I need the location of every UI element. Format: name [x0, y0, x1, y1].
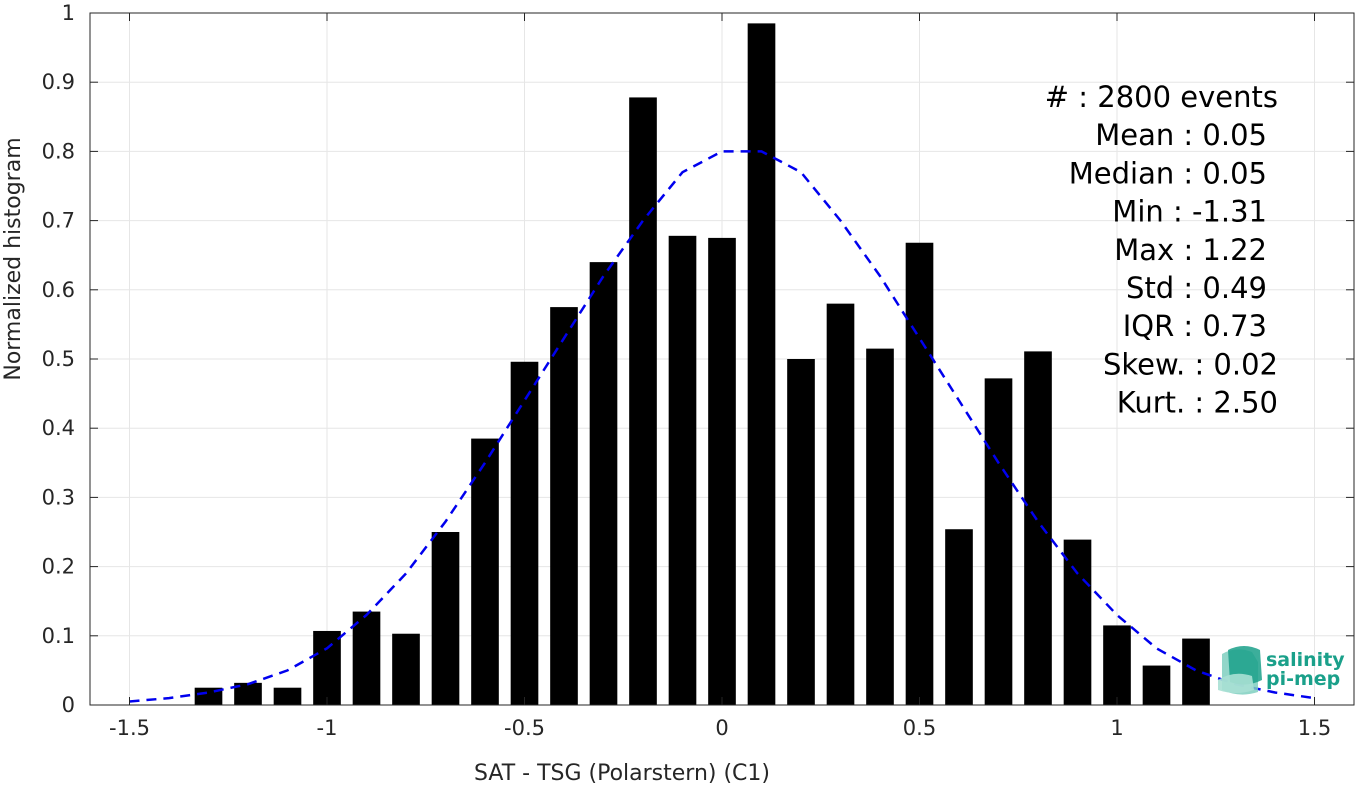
stat-line: Std : 0.49 [1126, 271, 1267, 305]
x-tick-label: 0.5 [903, 716, 936, 740]
histogram-bar [1142, 665, 1171, 705]
y-tick-label: 0.1 [42, 624, 75, 648]
histogram-bar [1063, 539, 1092, 705]
histogram-bar [313, 630, 341, 705]
y-tick-label: 0.6 [42, 278, 75, 302]
histogram-bar [747, 23, 776, 705]
y-tick-label: 0.7 [42, 209, 75, 233]
histogram-bar [905, 242, 934, 705]
histogram-bar [273, 687, 302, 705]
stat-line: Min : -1.31 [1112, 195, 1267, 229]
fit-curve-layer [129, 150, 1315, 703]
histogram-bar [984, 378, 1013, 705]
y-axis-title: Normalized histogram [1, 137, 26, 380]
histogram-bar [550, 307, 578, 705]
y-tick-label: 0.2 [42, 555, 75, 579]
logo-line2: pi-mep [1266, 668, 1340, 690]
stat-line: Mean : 0.05 [1095, 118, 1267, 152]
stat-line: Kurt. : 2.50 [1117, 386, 1278, 420]
histogram-bar [708, 237, 736, 705]
histogram-bars [194, 23, 1210, 705]
logo-line1: salinity [1266, 649, 1345, 671]
logo-wave-icon [1218, 646, 1262, 695]
y-tick-label: 0.3 [42, 485, 75, 509]
y-tick-label: 0.4 [42, 416, 75, 440]
statistics-annotation: # : 2800 events Mean : 0.05 Median : 0.05 M… [1045, 80, 1278, 420]
histogram-bar [629, 97, 657, 705]
histogram-bar [866, 348, 894, 705]
x-tick-label: 0 [715, 716, 728, 740]
y-tick-label: 0.9 [42, 70, 75, 94]
histogram-bar [471, 438, 499, 705]
x-tick-label: -1.5 [109, 716, 150, 740]
histogram-bar [352, 611, 381, 705]
y-tick-label: 0 [62, 693, 75, 717]
x-tick-label: 1 [1110, 716, 1123, 740]
stat-line: IQR : 0.73 [1123, 309, 1267, 343]
y-tick-label: 1 [62, 1, 75, 25]
histogram-bar [1024, 351, 1052, 705]
tick-labels: -1.5 -1 -0.5 0 0.5 1 1.5 0 0.1 0.2 0.3 0.4 0.5 0.6 0.7… [42, 1, 1332, 740]
stat-line: Skew. : 0.02 [1103, 347, 1278, 381]
stat-line: Max : 1.22 [1114, 233, 1267, 267]
stat-line: # : 2800 events [1045, 80, 1278, 114]
x-tick-label: -1 [317, 716, 338, 740]
histogram-bar [431, 532, 460, 705]
histogram-bar [945, 529, 973, 705]
salinity-pi-mep-logo: salinity pi-mep [1218, 646, 1345, 695]
histogram-bar [826, 303, 855, 705]
normal-fit-curve [129, 150, 1315, 703]
x-tick-label: 1.5 [1298, 716, 1331, 740]
histogram-bar [787, 359, 815, 705]
x-tick-label: -0.5 [504, 716, 545, 740]
histogram-bar [392, 633, 420, 705]
histogram-bar [1182, 638, 1210, 705]
histogram-bar [510, 361, 539, 705]
y-tick-label: 0.5 [42, 347, 75, 371]
stat-line: Median : 0.05 [1069, 156, 1267, 190]
histogram-bar [234, 682, 262, 705]
histogram-bar [589, 262, 618, 705]
histogram-bar [1103, 625, 1131, 705]
histogram-bar [668, 235, 697, 705]
y-tick-label: 0.8 [42, 139, 75, 163]
axis-ticks [90, 12, 1354, 706]
x-axis-title: SAT - TSG (Polarstern) (C1) [474, 761, 770, 785]
